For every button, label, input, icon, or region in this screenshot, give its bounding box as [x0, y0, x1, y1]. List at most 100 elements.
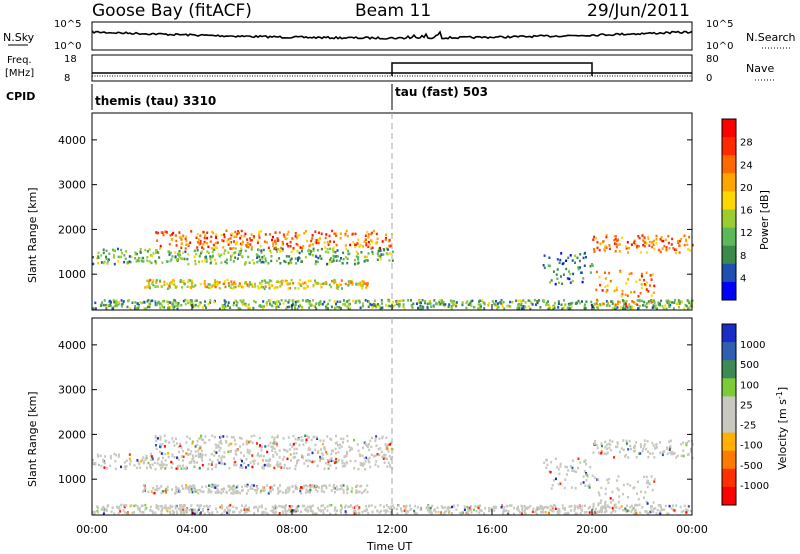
heatmap-cell — [642, 243, 645, 247]
heatmap-cell — [346, 257, 349, 261]
heatmap-cell — [303, 281, 306, 284]
heatmap-cell — [187, 488, 190, 492]
heatmap-cell — [226, 506, 229, 509]
heatmap-cell — [359, 281, 362, 284]
heatmap-cell — [269, 441, 272, 445]
heatmap-cell — [662, 239, 665, 243]
heatmap-cell — [305, 440, 308, 444]
heatmap-cell — [636, 299, 639, 302]
heatmap-cell — [168, 250, 171, 253]
heatmap-cell — [469, 508, 472, 511]
heatmap-cell — [451, 505, 453, 509]
heatmap-cell — [527, 305, 530, 308]
heatmap-cell — [194, 454, 197, 458]
heatmap-cell — [501, 504, 504, 507]
heatmap-cell — [249, 440, 252, 443]
heatmap-cell — [265, 302, 268, 305]
heatmap-cell — [118, 453, 120, 456]
heatmap-cell — [673, 248, 676, 251]
heatmap-cell — [275, 280, 278, 283]
heatmap-cell — [280, 505, 283, 508]
heatmap-cell — [197, 305, 200, 308]
heatmap-cell — [338, 488, 341, 491]
heatmap-cell — [558, 261, 561, 265]
heatmap-cell — [600, 451, 603, 455]
heatmap-cell — [614, 303, 617, 306]
heatmap-cell — [340, 257, 342, 260]
heatmap-cell — [179, 506, 182, 509]
heatmap-cell — [150, 466, 153, 470]
heatmap-cell — [375, 460, 378, 463]
heatmap-cell — [287, 301, 290, 304]
heatmap-cell — [328, 260, 331, 264]
heatmap-cell — [149, 465, 151, 468]
heatmap-cell — [335, 302, 337, 306]
heatmap-cell — [632, 301, 635, 304]
heatmap-cell — [496, 307, 499, 310]
heatmap-cell — [312, 484, 315, 487]
heatmap-cell — [546, 463, 549, 467]
heatmap-cell — [128, 255, 131, 258]
heatmap-cell — [172, 301, 175, 304]
heatmap-cell — [286, 450, 289, 453]
heatmap-cell — [137, 259, 140, 263]
heatmap-cell — [160, 484, 163, 488]
heatmap-cell — [275, 506, 278, 509]
heatmap-cell — [683, 307, 686, 310]
heatmap-cell — [294, 257, 297, 260]
heatmap-cell — [263, 305, 265, 308]
heatmap-cell — [564, 465, 567, 469]
heatmap-cell — [236, 490, 239, 493]
heatmap-cell — [617, 302, 619, 305]
heatmap-cell — [543, 254, 546, 257]
heatmap-cell — [291, 445, 294, 449]
heatmap-cell — [592, 504, 595, 508]
heatmap-cell — [206, 231, 209, 234]
heatmap-cell — [223, 451, 226, 454]
heatmap-cell — [136, 505, 139, 508]
heatmap-cell — [242, 300, 245, 303]
heatmap-cell — [352, 506, 354, 510]
heatmap-cell — [314, 488, 317, 491]
heatmap-cell — [353, 438, 356, 442]
heatmap-cell — [168, 253, 171, 256]
heatmap-cell — [354, 232, 357, 236]
heatmap-cell — [174, 505, 177, 508]
heatmap-cell — [624, 509, 627, 512]
heatmap-cell — [174, 299, 177, 302]
heatmap-cell — [117, 247, 119, 251]
heatmap-cell — [201, 260, 204, 263]
heatmap-cell — [539, 306, 542, 309]
heatmap-cell — [156, 462, 159, 465]
heatmap-cell — [120, 305, 123, 308]
heatmap-cell — [608, 247, 611, 251]
heatmap-cell — [234, 247, 237, 250]
heatmap-cell — [419, 306, 422, 309]
heatmap-cell — [368, 448, 371, 452]
heatmap-cell — [296, 307, 299, 311]
heatmap-cell — [188, 278, 191, 282]
heatmap-cell — [631, 508, 634, 512]
heatmap-cell — [495, 300, 497, 303]
heatmap-cell — [386, 248, 389, 251]
heatmap-cell — [665, 299, 668, 302]
heatmap-cell — [354, 505, 357, 508]
heatmap-cell — [483, 512, 486, 515]
heatmap-cell — [536, 301, 539, 305]
heatmap-cell — [108, 252, 111, 256]
heatmap-cell — [248, 261, 251, 264]
heatmap-cell — [169, 507, 172, 510]
heatmap-cell — [157, 251, 160, 254]
heatmap-cell — [187, 448, 190, 452]
heatmap-cell — [272, 506, 275, 510]
heatmap-cell — [630, 291, 633, 294]
heatmap-cell — [225, 491, 228, 494]
heatmap-cell — [210, 490, 213, 494]
heatmap-cell — [280, 466, 283, 469]
heatmap-cell — [159, 504, 162, 508]
heatmap-cell — [144, 458, 147, 461]
heatmap-cell — [269, 490, 272, 493]
heatmap-cell — [459, 511, 462, 515]
heatmap-cell — [352, 299, 355, 303]
heatmap-cell — [220, 435, 223, 438]
